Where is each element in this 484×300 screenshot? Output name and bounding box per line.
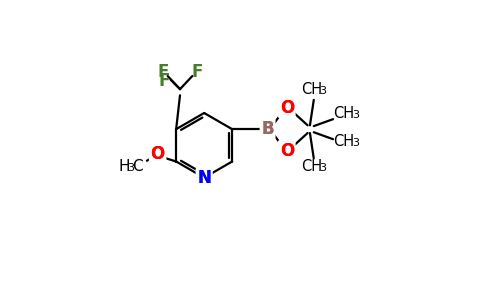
Text: O: O	[151, 145, 165, 163]
Text: CH: CH	[301, 82, 322, 97]
Text: 3: 3	[352, 138, 359, 148]
Text: 3: 3	[319, 86, 327, 96]
Text: 3: 3	[319, 163, 327, 173]
Text: N: N	[197, 169, 211, 188]
Text: F: F	[191, 63, 203, 81]
Text: 3: 3	[352, 110, 359, 120]
Text: B: B	[261, 120, 274, 138]
Text: O: O	[280, 99, 294, 117]
Text: CH: CH	[333, 134, 354, 149]
Text: O: O	[280, 99, 294, 117]
Text: B: B	[261, 120, 274, 138]
Text: C: C	[132, 159, 143, 174]
Text: CH: CH	[301, 159, 322, 174]
Text: H: H	[118, 159, 130, 174]
Text: 3: 3	[127, 164, 134, 173]
Text: N: N	[197, 169, 211, 188]
Text: O: O	[280, 99, 294, 117]
Text: O: O	[280, 142, 294, 160]
Text: B: B	[261, 120, 274, 138]
Text: N: N	[197, 169, 211, 188]
Text: F: F	[159, 72, 170, 90]
Text: O: O	[151, 145, 165, 163]
Text: O: O	[151, 145, 165, 163]
Text: O: O	[280, 142, 294, 160]
Text: CH: CH	[333, 106, 354, 121]
Text: F: F	[157, 63, 169, 81]
Text: O: O	[280, 142, 294, 160]
